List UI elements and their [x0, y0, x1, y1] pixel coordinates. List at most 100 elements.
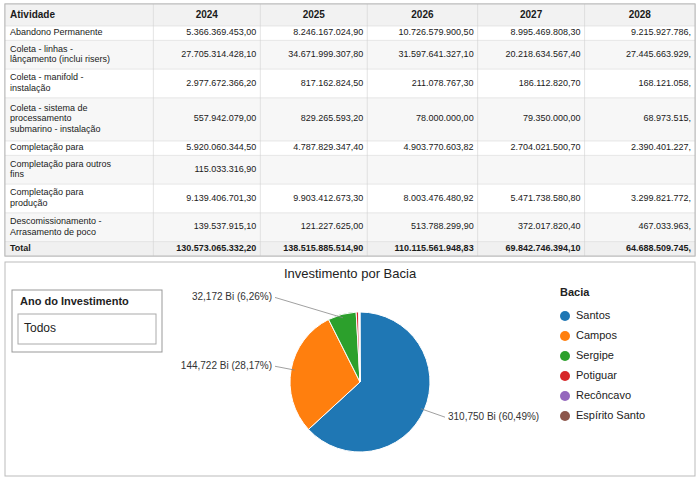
legend-entry: Santos	[576, 309, 611, 321]
table-column-separator	[260, 4, 261, 256]
table-cell: Descomissionamento -Arrasamento de poco	[10, 216, 102, 237]
table-row-border	[5, 97, 695, 98]
table-cell: 115.033.316,90	[194, 164, 256, 174]
table-background	[5, 4, 695, 256]
filter-value[interactable]: Todos	[24, 321, 56, 335]
table-header-background	[5, 4, 695, 26]
table-cell: 211.078.767,30	[412, 78, 474, 88]
legend-title: Bacia	[560, 286, 590, 298]
table-row-background	[5, 69, 695, 98]
table-cell: Total	[10, 243, 31, 253]
table-column-separator	[584, 4, 585, 256]
table-cell: 5.366.369.453,00	[186, 28, 256, 38]
table-row-background	[5, 213, 695, 242]
table-column-separator	[477, 4, 478, 256]
table-header: 2026	[411, 9, 434, 20]
table-row-border	[5, 184, 695, 185]
table: Atividade20242025202620272028Abandono Pe…	[5, 4, 695, 256]
table-cell: 4.903.770.603,82	[404, 143, 474, 153]
table-row-background	[5, 98, 695, 141]
table-cell: 4.787.829.347,40	[293, 143, 363, 153]
data-label: 32,172 Bi (6,26%)	[192, 291, 272, 302]
chart-title: Investimento por Bacia	[284, 266, 417, 281]
table-cell: 5.920.060.344,50	[186, 143, 256, 153]
table-cell: 138.515.885.514,90	[283, 243, 363, 253]
table-cell: 2.390.401.227,	[631, 143, 691, 153]
table-cell: Abandono Permanente	[10, 28, 103, 38]
table-cell: 78.000.000,00	[416, 114, 474, 124]
legend-entry: Sergipe	[576, 349, 614, 361]
table-cell: 34.671.999.307,80	[288, 49, 363, 59]
legend-entry: Espírito Santo	[576, 409, 645, 421]
table-row-border	[5, 212, 695, 213]
legend-entry: Potiguar	[576, 369, 617, 381]
table-cell: 10.726.579.900,50	[399, 28, 474, 38]
table-cell: 2.704.021.500,70	[511, 143, 581, 153]
table-cell: 8.246.167.024,90	[293, 28, 363, 38]
table-cell: 467.033.963,	[638, 222, 691, 232]
table-cell: 5.471.738.580,80	[511, 193, 581, 203]
legend-swatch	[560, 411, 570, 421]
table-frame	[5, 4, 695, 256]
legend-entry: Recôncavo	[576, 389, 631, 401]
data-labels: 310,750 Bi (60,49%) 144,722 Bi (28,17%) 32…	[181, 291, 539, 422]
filter-label: Ano do Investimento	[20, 295, 129, 307]
table-cell: 79.350.000,00	[523, 114, 581, 124]
pie-slice	[359, 312, 360, 382]
panel-background	[5, 262, 695, 476]
pie	[290, 312, 430, 452]
table-cell: Coleta - manifold -instalação	[10, 73, 84, 94]
table-row-border	[5, 26, 695, 27]
table-header: 2027	[520, 9, 543, 20]
table-cell: 8.995.469.808,30	[511, 28, 581, 38]
table-row-background	[5, 141, 695, 155]
table-row-border	[5, 155, 695, 156]
data-label: 144,722 Bi (28,17%)	[181, 360, 272, 371]
legend-swatch	[560, 391, 570, 401]
table-cell: Completação para	[10, 143, 84, 153]
table-cell: 817.162.824,50	[301, 78, 364, 88]
table-cell: 9.139.406.701,30	[186, 193, 256, 203]
filter-dropdown[interactable]	[18, 314, 156, 344]
pie-slice	[356, 312, 360, 382]
table-cell: 3.299.821.772,	[631, 193, 691, 203]
table-header: 2024	[196, 9, 219, 20]
table-cell: 27.445.663.929,	[626, 49, 691, 59]
table-cell: 8.003.476.480,92	[404, 193, 474, 203]
table-cell: Coleta - linhas -lânçamento (inclui rise…	[10, 44, 110, 65]
table-row-border	[5, 141, 695, 142]
table-header: 2028	[629, 9, 652, 20]
legend-swatch	[560, 351, 570, 361]
table-row-border	[5, 40, 695, 41]
table-cell: 130.573.065.332,20	[176, 243, 256, 253]
table-cell: 69.842.746.394,10	[506, 243, 581, 253]
table-cell: Coleta - sistema deprocessamentosubmarin…	[10, 103, 101, 134]
legend-swatch	[560, 371, 570, 381]
legend: Bacia Santos Campos Sergipe Potiguar Recôncav…	[560, 286, 645, 421]
label-leader	[275, 366, 295, 370]
pie-slice	[359, 312, 361, 382]
table-row-background	[5, 242, 695, 256]
table-cell: 68.973.515,	[643, 114, 691, 124]
filter-box	[12, 290, 162, 352]
table-cell: 186.112.820,70	[519, 78, 581, 88]
legend-swatch	[560, 331, 570, 341]
table-cell: 9.903.412.673,30	[293, 193, 363, 203]
table-cell: 64.688.509.745,	[626, 243, 691, 253]
table-column-separator	[153, 4, 154, 256]
table-row-border	[5, 69, 695, 70]
table-cell: 121.227.625,00	[301, 222, 364, 232]
table-row-border	[5, 241, 695, 242]
table-cell: 139.537.915,10	[194, 222, 257, 232]
table-row-background	[5, 40, 695, 69]
legend-entry: Campos	[576, 329, 617, 341]
data-label: 310,750 Bi (60,49%)	[448, 411, 539, 422]
table-cell: Completação paraprodução	[10, 188, 84, 209]
table-cell: 557.942.079,00	[194, 114, 257, 124]
pie-slice	[329, 312, 360, 382]
table-header: Atividade	[10, 9, 55, 20]
legend-swatch	[560, 311, 570, 321]
table-cell: 829.265.593,20	[301, 114, 364, 124]
table-cell: 2.977.672.366,20	[186, 78, 256, 88]
dashboard: Atividade20242025202620272028Abandono Pe…	[0, 0, 700, 480]
